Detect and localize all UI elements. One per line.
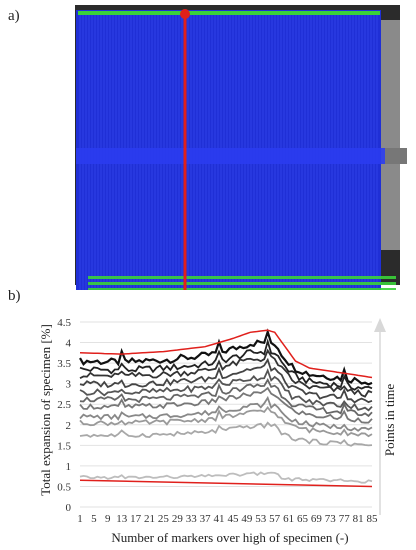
time-arrow-head [374, 318, 386, 332]
y-tick-label: 3.5 [57, 358, 71, 370]
x-tick-label: 61 [283, 513, 294, 525]
series-line [79, 357, 373, 404]
bottom-marker-rows [88, 276, 396, 290]
y-tick-label: 1 [66, 461, 72, 473]
x-tick-label: 45 [227, 513, 239, 525]
x-tick-label: 21 [144, 513, 155, 525]
x-tick-label: 1 [77, 513, 83, 525]
x-tick-label: 29 [172, 513, 184, 525]
series-line [79, 368, 373, 412]
x-tick-label: 77 [339, 513, 351, 525]
bottom-marker-strip [88, 282, 396, 285]
series-line [79, 421, 373, 447]
anchor-bolt [385, 148, 407, 164]
y-axis-label: Total expansion of specimen [%] [38, 324, 53, 496]
panel-a-label: a) [8, 8, 20, 24]
y-tick-label: 2 [66, 420, 72, 432]
x-tick-label: 73 [325, 513, 337, 525]
y-tick-label: 4.5 [57, 317, 71, 329]
y-tick-label: 4 [66, 338, 72, 350]
y-tick-label: 0 [66, 502, 72, 514]
panel-b-label: b) [8, 288, 21, 304]
chart-gridlines [80, 321, 372, 508]
x-tick-label: 9 [105, 513, 111, 525]
upper-envelope [79, 329, 373, 379]
x-axis-label: Number of markers over high of specimen … [111, 530, 348, 545]
specimen-photo [75, 5, 407, 290]
y-tick-label: 1.5 [57, 440, 71, 452]
y-tick-label: 3 [66, 379, 72, 391]
anchor-band [76, 148, 391, 164]
x-tick-labels: 1 5 9 13 17 21 25 29 33 37 41 45 49 53 57 61 65 69 73 77 81 8… [77, 513, 378, 525]
y-tick-labels: 0 0.5 1 1.5 2 2.5 3 3.5 4 4.5 [57, 317, 71, 514]
x-tick-label: 25 [158, 513, 170, 525]
series-line [79, 395, 373, 432]
time-arrow-label: Points in time [382, 384, 397, 456]
y-tick-label: 2.5 [57, 399, 71, 411]
x-tick-label: 17 [130, 513, 142, 525]
fixture-right [380, 20, 400, 250]
series-line [79, 328, 373, 386]
top-marker-row [78, 11, 380, 15]
x-tick-label: 53 [255, 513, 267, 525]
bottom-marker-strip [88, 288, 396, 290]
x-tick-label: 49 [241, 513, 253, 525]
x-tick-label: 69 [311, 513, 323, 525]
series-line [79, 471, 373, 484]
x-tick-label: 37 [200, 513, 212, 525]
series-lines [79, 328, 373, 484]
envelope-lines [79, 329, 373, 488]
x-tick-label: 85 [367, 513, 379, 525]
series-line [79, 338, 373, 391]
series-line [79, 406, 373, 438]
series-line [79, 378, 373, 418]
top-marker-strip [78, 11, 380, 15]
bottom-marker-strip [88, 276, 396, 279]
section-line-top-point [180, 9, 190, 19]
x-tick-label: 81 [353, 513, 364, 525]
x-tick-label: 5 [91, 513, 97, 525]
lower-envelope [79, 479, 373, 488]
y-tick-label: 0.5 [57, 481, 71, 493]
x-tick-label: 41 [214, 513, 225, 525]
x-tick-label: 13 [116, 513, 128, 525]
x-tick-label: 33 [186, 513, 198, 525]
series-line [79, 386, 373, 424]
x-tick-label: 65 [297, 513, 309, 525]
series-line [79, 348, 373, 398]
x-tick-label: 57 [269, 513, 281, 525]
